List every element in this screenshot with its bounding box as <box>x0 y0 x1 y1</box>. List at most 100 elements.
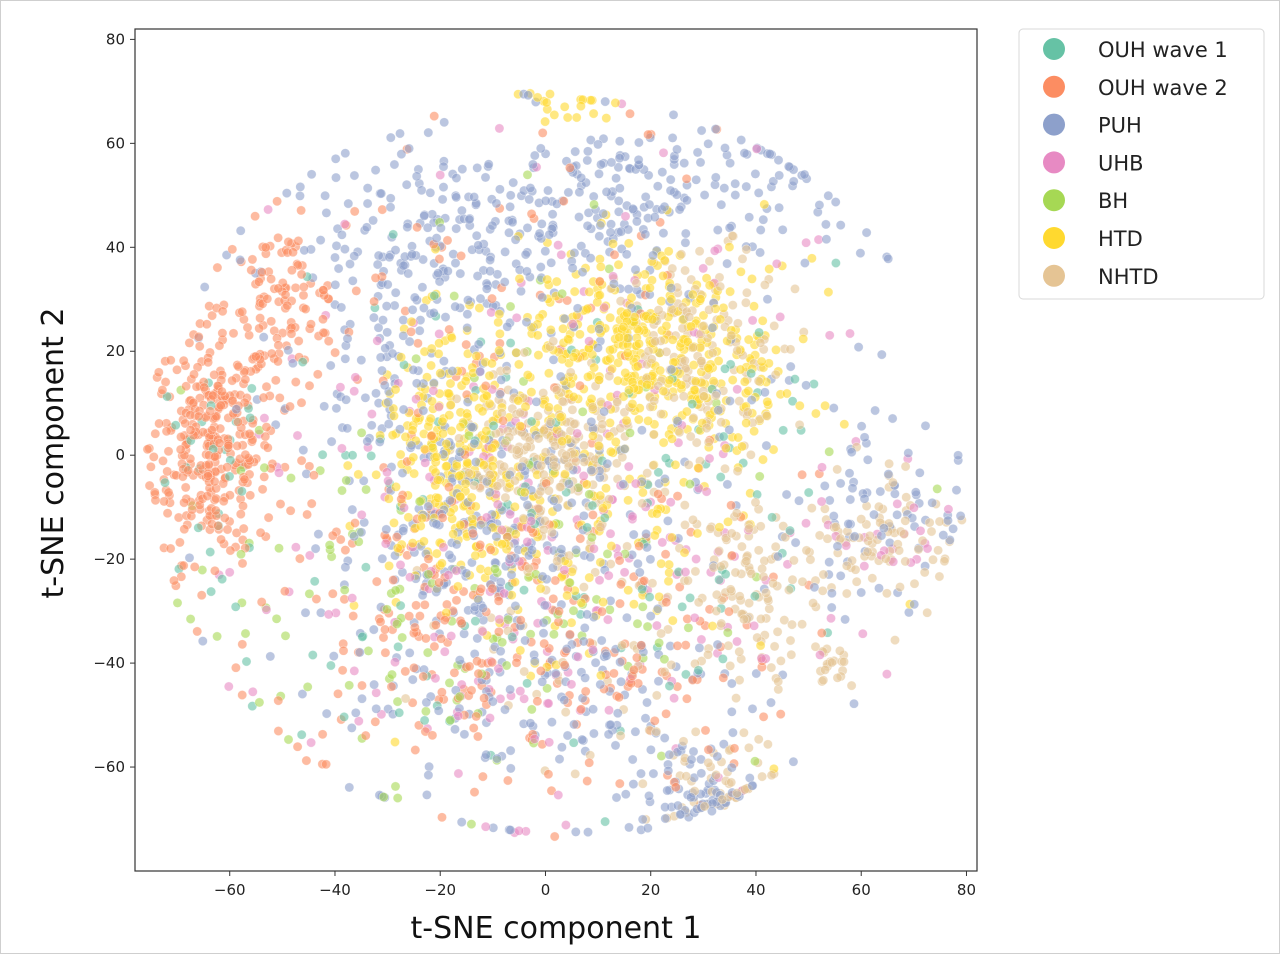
scatter-point <box>690 726 701 737</box>
scatter-point <box>542 274 553 285</box>
scatter-point <box>788 176 799 187</box>
scatter-point <box>596 670 606 681</box>
scatter-point <box>637 814 648 825</box>
scatter-point <box>598 597 608 607</box>
y-tick-label: −20 <box>93 550 125 568</box>
y-tick-label: 0 <box>115 446 125 464</box>
scatter-point <box>283 345 294 356</box>
scatter-point <box>627 754 638 765</box>
scatter-point <box>617 640 627 651</box>
scatter-point <box>606 219 616 230</box>
scatter-point <box>579 440 589 451</box>
scatter-point <box>736 266 746 277</box>
scatter-point <box>361 222 372 233</box>
scatter-point <box>726 777 737 788</box>
scatter-point <box>306 169 317 180</box>
scatter-point <box>614 778 625 789</box>
scatter-point <box>321 708 332 719</box>
scatter-point <box>674 427 685 438</box>
scatter-point <box>353 469 364 480</box>
scatter-point <box>913 544 924 555</box>
scatter-point <box>451 461 462 472</box>
scatter-point <box>385 132 396 143</box>
scatter-point <box>614 692 624 703</box>
scatter-point <box>605 345 615 355</box>
scatter-point <box>667 132 678 143</box>
scatter-point <box>231 528 242 538</box>
scatter-point <box>240 374 251 385</box>
scatter-point <box>304 588 315 599</box>
scatter-point <box>725 661 736 671</box>
scatter-point <box>744 523 754 534</box>
scatter-point <box>472 633 483 644</box>
scatter-point <box>733 432 743 443</box>
scatter-point <box>511 312 522 323</box>
scatter-point <box>799 169 810 180</box>
scatter-point <box>727 550 737 561</box>
scatter-point <box>488 420 499 431</box>
scatter-point <box>955 511 966 521</box>
scatter-point <box>409 468 419 479</box>
scatter-point <box>726 330 737 341</box>
scatter-point <box>785 344 796 355</box>
scatter-point <box>404 611 415 621</box>
scatter-point <box>734 591 745 602</box>
scatter-point <box>782 388 792 399</box>
scatter-point <box>522 266 532 277</box>
scatter-point <box>417 282 428 293</box>
scatter-point <box>423 554 434 564</box>
scatter-point <box>533 411 543 421</box>
legend-marker <box>1043 38 1065 60</box>
scatter-point <box>769 641 780 652</box>
scatter-point <box>440 312 451 322</box>
scatter-point <box>910 487 921 498</box>
scatter-point <box>537 676 548 687</box>
scatter-point <box>197 636 208 646</box>
y-tick-label: 20 <box>106 342 125 360</box>
scatter-point <box>451 565 462 576</box>
scatter-point <box>756 356 767 367</box>
scatter-point <box>879 523 889 534</box>
scatter-point <box>193 411 204 422</box>
scatter-point <box>525 718 536 729</box>
scatter-point <box>451 192 462 203</box>
scatter-point <box>274 543 284 554</box>
scatter-point <box>584 757 595 768</box>
scatter-point <box>522 169 533 180</box>
scatter-point <box>744 212 755 223</box>
scatter-point <box>846 447 857 457</box>
scatter-point <box>486 443 497 453</box>
scatter-point <box>404 336 415 347</box>
scatter-point <box>519 693 529 704</box>
scatter-point <box>327 530 338 541</box>
scatter-point <box>522 222 533 233</box>
scatter-point <box>419 444 430 454</box>
scatter-point <box>633 558 643 569</box>
scatter-point <box>717 794 728 805</box>
scatter-point <box>408 452 419 463</box>
scatter-point <box>150 428 161 439</box>
legend-label: OUH wave 2 <box>1098 76 1228 100</box>
scatter-point <box>430 673 441 684</box>
scatter-point <box>545 89 555 99</box>
scatter-point <box>746 395 757 405</box>
scatter-point <box>433 705 444 716</box>
scatter-point <box>606 446 616 457</box>
scatter-point <box>477 603 488 613</box>
scatter-point <box>172 364 182 375</box>
scatter-point <box>380 343 391 354</box>
scatter-point <box>485 713 495 723</box>
scatter-point <box>347 593 358 603</box>
scatter-point <box>927 497 938 508</box>
scatter-point <box>270 375 281 386</box>
scatter-point <box>535 486 546 497</box>
scatter-point <box>562 730 573 741</box>
scatter-point <box>845 494 856 505</box>
scatter-point <box>450 724 460 735</box>
scatter-point <box>628 779 639 789</box>
scatter-point <box>377 553 388 564</box>
scatter-point <box>540 515 550 526</box>
scatter-point <box>649 212 660 222</box>
scatter-point <box>244 428 255 439</box>
scatter-point <box>611 173 621 184</box>
